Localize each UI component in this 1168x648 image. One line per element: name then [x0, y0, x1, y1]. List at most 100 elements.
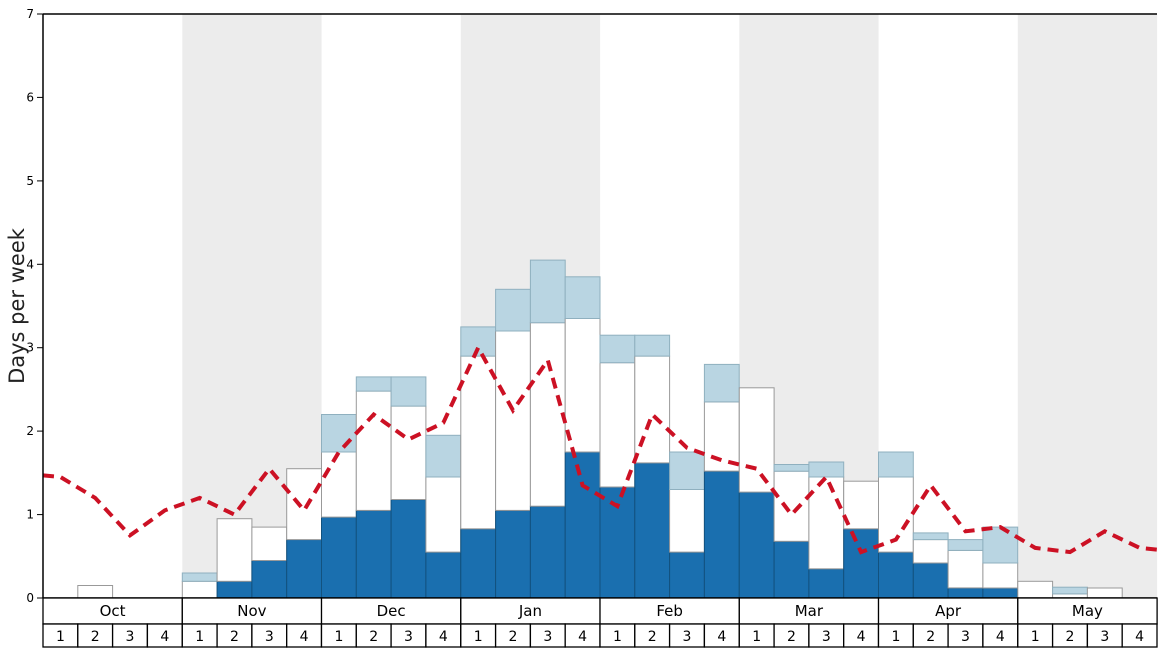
week-number: 1 — [334, 629, 343, 645]
bar-dark-blue-bars — [390, 499, 427, 599]
month-label: Oct — [100, 602, 126, 620]
month-cell — [181, 597, 323, 625]
week-number: 1 — [195, 629, 204, 645]
bar-dark-blue-bars — [808, 568, 845, 599]
week-number: 1 — [613, 629, 622, 645]
y-tick-label: 1 — [26, 508, 34, 522]
y-tick-label: 6 — [26, 90, 34, 104]
week-number: 4 — [996, 629, 1005, 645]
month-cell — [42, 597, 183, 625]
week-number: 3 — [126, 629, 135, 645]
bar-white-bars — [599, 362, 636, 488]
bar-white-bars — [251, 526, 288, 561]
bar-white-bars — [286, 468, 323, 541]
bar-dark-blue-bars — [251, 560, 288, 599]
week-number: 3 — [543, 629, 552, 645]
bar-dark-blue-bars — [355, 509, 392, 599]
bar-white-bars — [355, 390, 392, 511]
bar-white-bars — [738, 387, 775, 493]
bar-dark-blue-bars — [634, 462, 671, 599]
week-number: 1 — [56, 629, 65, 645]
bar-dark-blue-bars — [878, 551, 914, 599]
month-label: Mar — [795, 602, 824, 620]
week-number: 2 — [648, 629, 657, 645]
week-number: 2 — [787, 629, 796, 645]
bar-dark-blue-bars — [843, 528, 880, 599]
bar-white-bars — [564, 318, 601, 453]
week-number: 2 — [1066, 629, 1075, 645]
week-number: 3 — [265, 629, 274, 645]
bar-white-bars — [773, 470, 810, 542]
month-cell — [460, 597, 601, 625]
bar-dark-blue-bars — [738, 491, 775, 599]
month-cell — [599, 597, 740, 625]
week-number: 2 — [926, 629, 935, 645]
bar-white-bars — [529, 322, 566, 507]
week-number: 3 — [822, 629, 831, 645]
week-number: 3 — [961, 629, 970, 645]
bar-white-bars — [703, 401, 740, 472]
week-number: 3 — [404, 629, 413, 645]
bar-light-blue-bars — [878, 451, 914, 478]
bar-light-blue-bars — [425, 434, 462, 478]
bar-white-bars — [1086, 587, 1123, 599]
bar-light-blue-bars — [912, 532, 949, 541]
bar-light-blue-bars — [703, 363, 740, 403]
month-cell — [738, 597, 880, 625]
bar-light-blue-bars — [181, 572, 218, 582]
bar-white-bars — [181, 580, 218, 599]
bar-light-blue-bars — [669, 451, 705, 490]
bar-dark-blue-bars — [773, 540, 810, 599]
bar-white-bars — [77, 585, 114, 599]
bar-dark-blue-bars — [669, 551, 705, 599]
bar-dark-blue-bars — [425, 551, 462, 599]
bar-light-blue-bars — [947, 539, 984, 551]
bar-light-blue-bars — [1052, 586, 1088, 595]
month-label: Jan — [518, 602, 542, 620]
week-number: 4 — [857, 629, 866, 645]
bar-dark-blue-bars — [495, 509, 531, 599]
bar-white-bars — [669, 489, 705, 553]
bar-light-blue-bars — [599, 334, 636, 364]
bar-white-bars — [425, 476, 462, 553]
month-label: Nov — [237, 602, 266, 620]
bar-dark-blue-bars — [286, 539, 323, 599]
bar-dark-blue-bars — [460, 528, 497, 599]
week-number: 2 — [91, 629, 100, 645]
week-number: 1 — [1031, 629, 1040, 645]
week-number: 2 — [230, 629, 239, 645]
bar-white-bars — [1017, 580, 1054, 599]
week-number: 3 — [683, 629, 692, 645]
week-number: 1 — [474, 629, 483, 645]
bar-dark-blue-bars — [912, 562, 949, 599]
bar-white-bars — [460, 355, 497, 530]
bar-white-bars — [912, 539, 949, 564]
bar-white-bars — [947, 549, 984, 589]
month-label: Dec — [377, 602, 406, 620]
bar-white-bars — [390, 405, 427, 501]
bar-light-blue-bars — [495, 288, 531, 332]
bar-white-bars — [321, 451, 357, 518]
bar-dark-blue-bars — [982, 587, 1019, 599]
bar-light-blue-bars — [808, 461, 845, 478]
week-number: 1 — [891, 629, 900, 645]
bar-white-bars — [634, 355, 671, 464]
bar-light-blue-bars — [355, 376, 392, 392]
trend-line — [42, 343, 1158, 555]
bar-light-blue-bars — [390, 376, 427, 407]
y-tick-label: 0 — [26, 591, 34, 605]
y-tick-label: 4 — [26, 257, 34, 271]
month-label: Apr — [935, 602, 962, 620]
bar-dark-blue-bars — [321, 516, 357, 599]
bar-white-bars — [982, 562, 1019, 589]
bar-white-bars — [216, 518, 253, 582]
bar-light-blue-bars — [564, 276, 601, 319]
bar-white-bars — [808, 476, 845, 570]
bar-dark-blue-bars — [216, 580, 253, 599]
week-number: 4 — [160, 629, 169, 645]
week-number: 4 — [300, 629, 309, 645]
bar-light-blue-bars — [773, 464, 810, 472]
y-tick-label: 3 — [26, 341, 34, 355]
